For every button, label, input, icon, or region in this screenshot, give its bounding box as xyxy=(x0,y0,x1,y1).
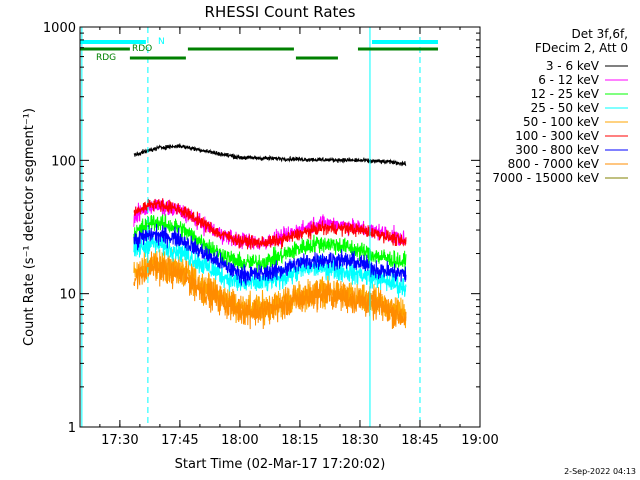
series-line-6 xyxy=(133,223,407,286)
series-line-5 xyxy=(133,198,407,250)
legend-label-6: 300 - 800 keV xyxy=(515,143,599,157)
legend-label-1: 6 - 12 keV xyxy=(538,73,600,87)
legend-header-line-1: Det 3f,6f, xyxy=(572,27,629,41)
legend-label-7: 800 - 7000 keV xyxy=(508,157,600,171)
x-tick-label-1: 17:45 xyxy=(161,433,198,448)
series-line-3 xyxy=(133,233,407,299)
series-line-7 xyxy=(133,251,407,330)
legend-label-0: 3 - 6 keV xyxy=(546,59,600,73)
y-axis-ticks: 1 10 100 1000 xyxy=(43,21,480,436)
x-tick-label-0: 17:30 xyxy=(101,433,138,448)
y-tick-label-2: 100 xyxy=(51,154,76,169)
legend-label-3: 25 - 50 keV xyxy=(531,101,600,115)
series-line-2 xyxy=(133,212,407,274)
y-tick-label-0: 1 xyxy=(68,421,76,436)
y-tick-label-1: 10 xyxy=(59,288,76,303)
x-tick-label-6: 19:00 xyxy=(461,433,498,448)
flag-n-label: N xyxy=(158,37,165,47)
flag-bars: N RDO RDG xyxy=(80,37,438,63)
legend-label-5: 100 - 300 keV xyxy=(515,129,599,143)
flag-rdo-label: RDO xyxy=(132,44,152,54)
plot-lines xyxy=(133,143,407,330)
chart-title: RHESSI Count Rates xyxy=(205,3,356,21)
legend-label-2: 12 - 25 keV xyxy=(531,87,600,101)
y-tick-label-3: 1000 xyxy=(43,21,76,36)
flag-rdg-label: RDG xyxy=(96,53,116,63)
date-stamp: 2-Sep-2022 04:13 xyxy=(564,467,636,476)
x-tick-label-5: 18:45 xyxy=(401,433,438,448)
x-axis-ticks: 17:30 17:45 18:00 18:15 18:30 18:45 19:00 xyxy=(99,27,499,448)
x-tick-label-4: 18:30 xyxy=(341,433,378,448)
x-tick-label-3: 18:15 xyxy=(281,433,318,448)
legend-header-line-2: FDecim 2, Att 0 xyxy=(535,41,628,55)
legend-label-8: 7000 - 15000 keV xyxy=(492,171,599,185)
vertical-markers xyxy=(81,27,421,427)
x-tick-label-2: 18:00 xyxy=(221,433,258,448)
series-line-0 xyxy=(133,143,407,167)
legend-label-4: 50 - 100 keV xyxy=(523,115,600,129)
x-axis-label: Start Time (02-Mar-17 17:20:02) xyxy=(175,457,386,472)
y-axis-label: Count Rate (s⁻¹ detector segment⁻¹) xyxy=(22,108,37,346)
